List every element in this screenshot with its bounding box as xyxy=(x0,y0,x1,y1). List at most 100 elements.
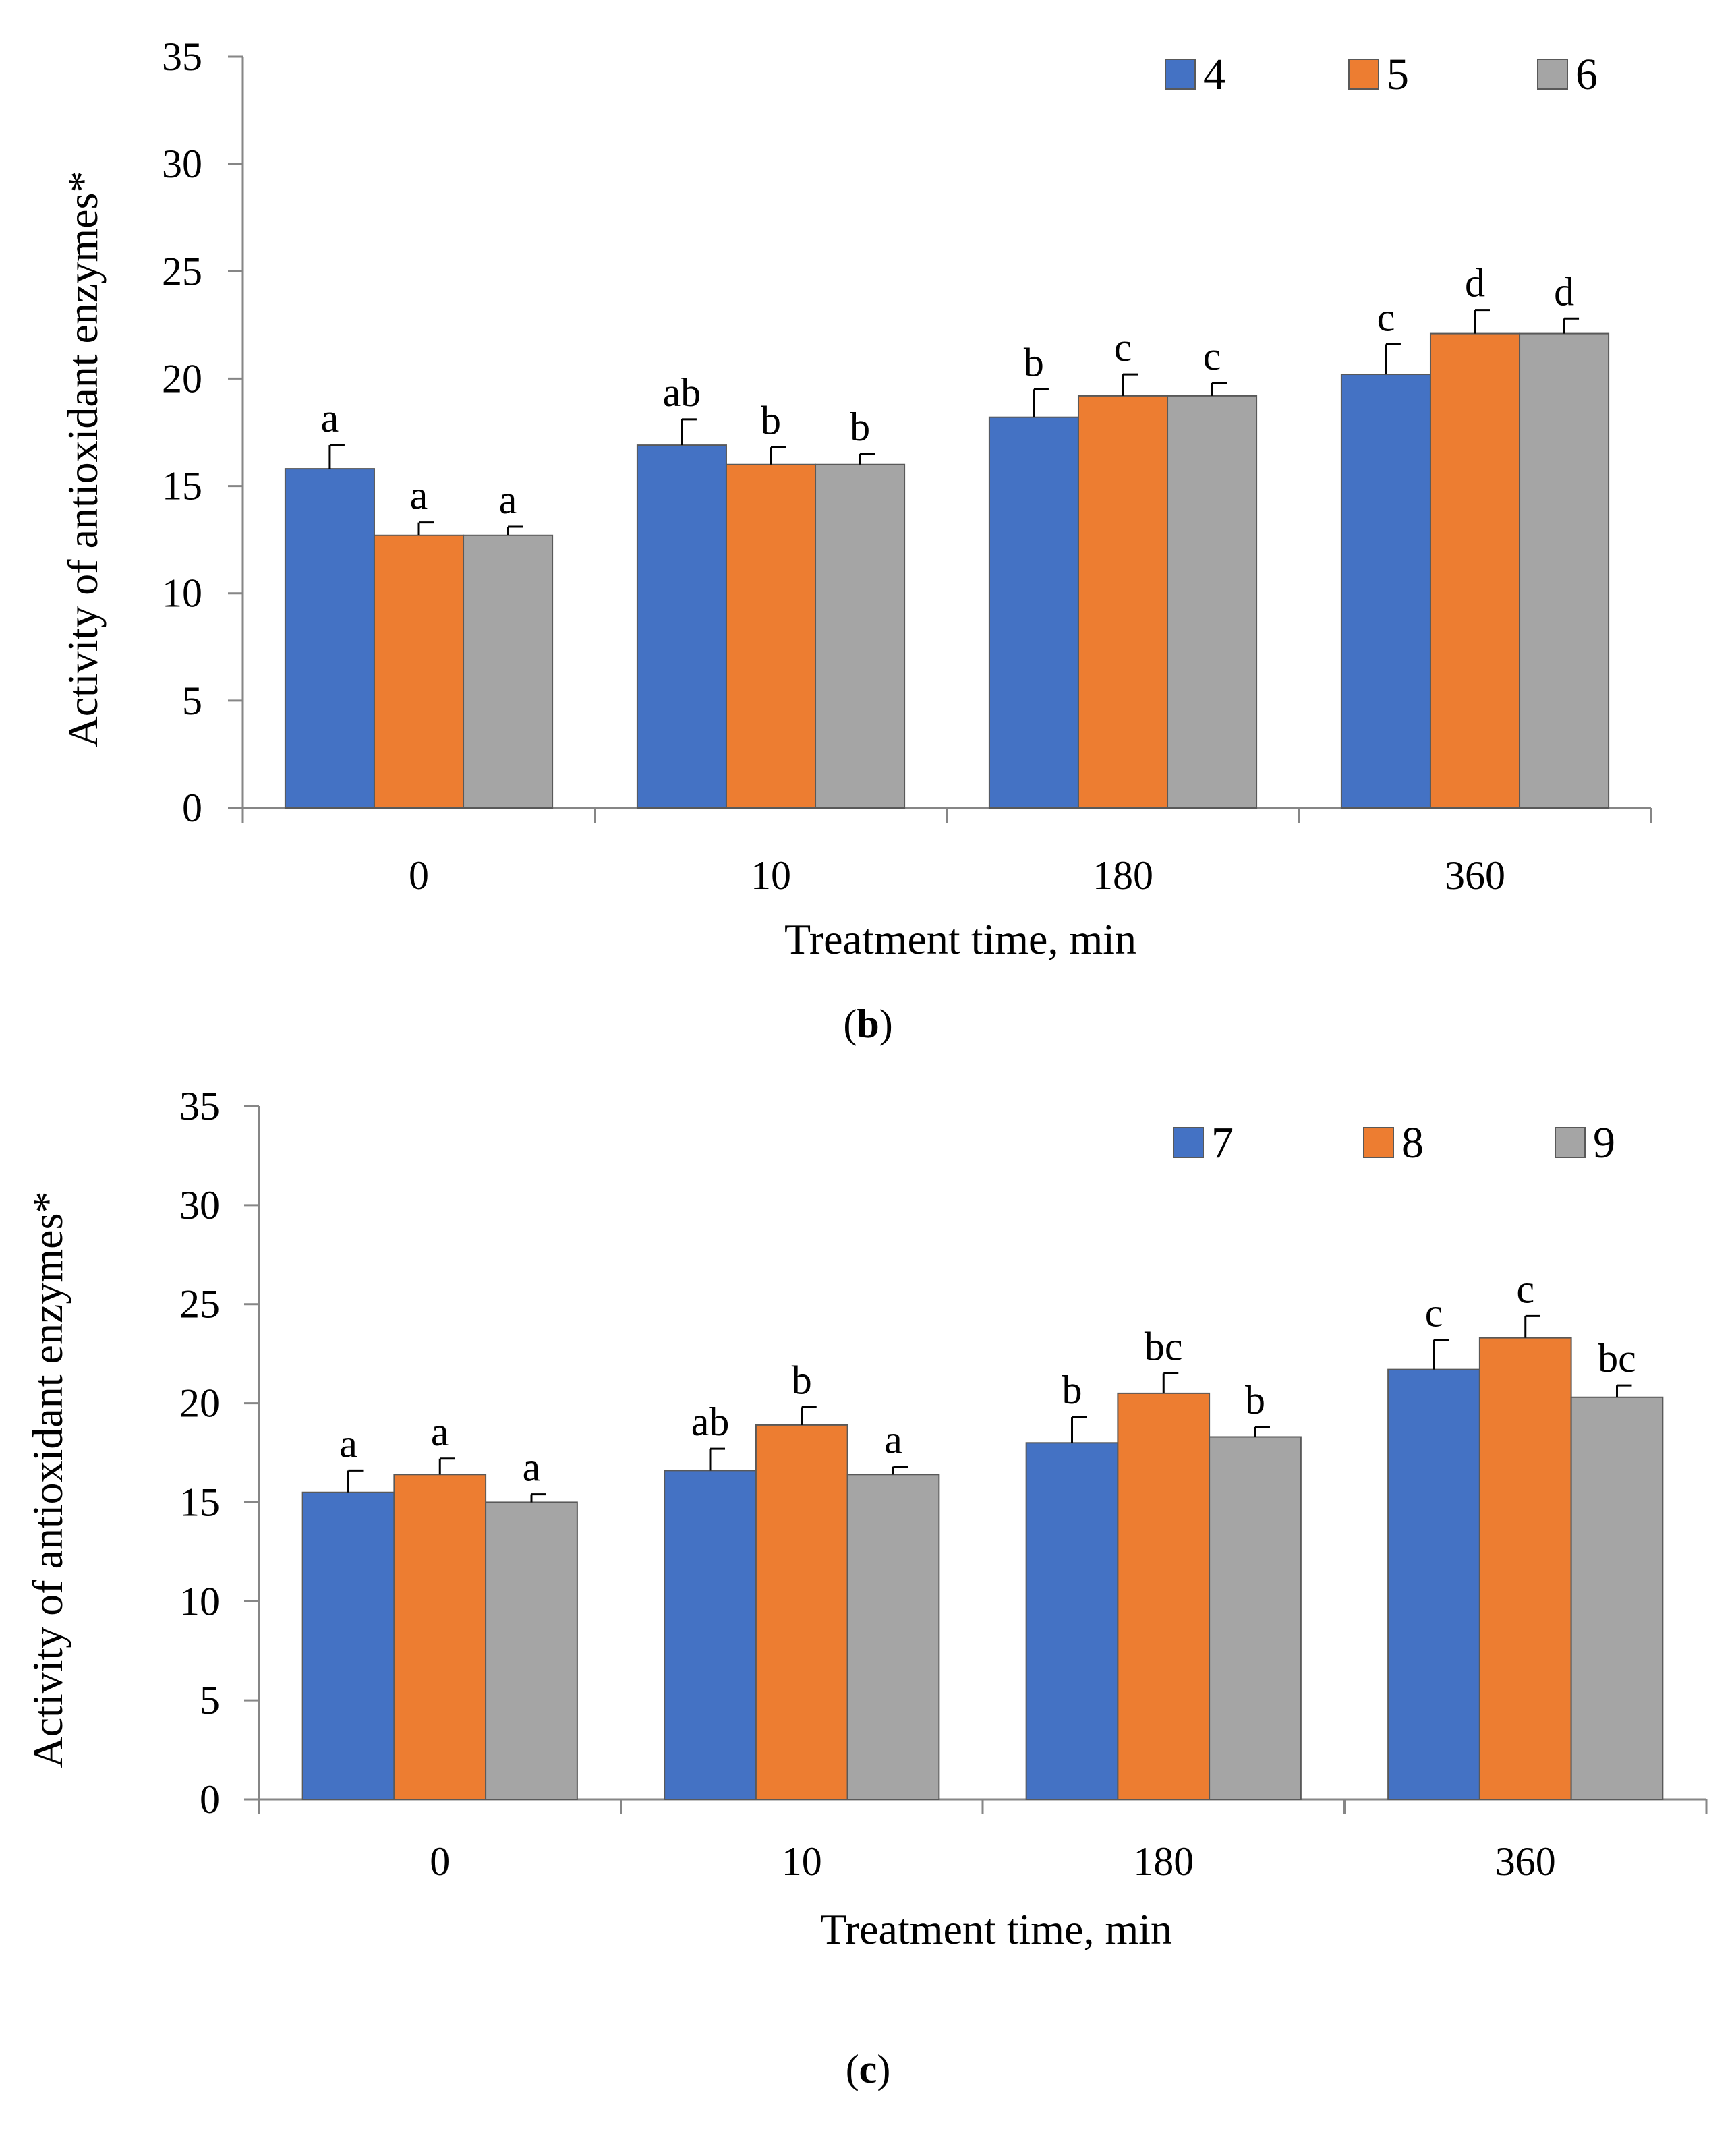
bar xyxy=(846,1474,940,1801)
significance-label: bc xyxy=(1145,1325,1183,1369)
y-axis-title: Activity of antioxidant enzymes* xyxy=(24,1192,71,1768)
significance-label: b xyxy=(1062,1368,1082,1412)
y-tick-label: 30 xyxy=(179,1183,220,1227)
y-tick-label: 35 xyxy=(179,1084,220,1128)
panel-label-open-paren: ( xyxy=(846,2047,859,2091)
significance-label: b xyxy=(1024,340,1044,384)
y-tick-label: 35 xyxy=(162,34,202,79)
bar xyxy=(1209,1436,1302,1801)
legend-label: 6 xyxy=(1575,50,1598,99)
bar xyxy=(284,468,375,809)
x-tick-label: 0 xyxy=(409,853,429,898)
legend-label: 8 xyxy=(1401,1118,1424,1167)
legend-label: 4 xyxy=(1203,50,1225,99)
y-tick-label: 5 xyxy=(200,1678,220,1722)
significance-label: c xyxy=(1516,1267,1534,1311)
legend-swatch xyxy=(1348,59,1379,90)
significance-label: a xyxy=(321,396,339,440)
bar xyxy=(1478,1337,1572,1801)
panel-label: (c) xyxy=(846,2047,891,2091)
x-axis-title: Treatment time, min xyxy=(820,1905,1172,1953)
y-tick-label: 25 xyxy=(162,249,202,293)
y-tick-label: 15 xyxy=(179,1480,220,1524)
bar xyxy=(664,1470,757,1801)
bar xyxy=(1429,332,1521,809)
panel-label: (b) xyxy=(843,1002,892,1046)
significance-label: c xyxy=(1425,1291,1443,1335)
y-tick-label: 25 xyxy=(179,1282,220,1327)
significance-label: a xyxy=(499,477,517,522)
legend-swatch xyxy=(1537,59,1568,90)
panel-label-letter: b xyxy=(857,1002,879,1046)
y-tick-label: 10 xyxy=(179,1579,220,1623)
legend-label: 5 xyxy=(1387,50,1409,99)
legend-swatch xyxy=(1555,1127,1586,1158)
bar xyxy=(725,463,817,809)
significance-label: b xyxy=(850,405,870,449)
significance-label: a xyxy=(523,1445,541,1490)
significance-label: a xyxy=(431,1410,449,1454)
legend-swatch xyxy=(1165,59,1196,90)
bar xyxy=(463,534,554,809)
chart-panel-b: 0 5 10 15 20 25 30 35 0 a a a 10 ab b b 180 b c c 360 c d d Trea… xyxy=(59,34,1652,1046)
x-tick-label: 180 xyxy=(1133,1839,1194,1884)
bar xyxy=(815,463,906,809)
significance-label: c xyxy=(1114,325,1132,370)
y-axis-title: Activity of antioxidant enzymes* xyxy=(59,171,107,748)
significance-label: c xyxy=(1203,334,1221,378)
y-tick-label: 10 xyxy=(162,571,202,616)
significance-label: d xyxy=(1465,261,1485,306)
x-tick-label: 360 xyxy=(1445,853,1505,898)
y-tick-label: 15 xyxy=(162,464,202,509)
y-tick-label: 20 xyxy=(162,356,202,401)
x-tick-label: 0 xyxy=(430,1839,450,1884)
significance-label: b xyxy=(761,398,781,442)
bar xyxy=(1340,374,1431,809)
bar xyxy=(1570,1396,1664,1800)
x-tick-label: 10 xyxy=(751,853,791,898)
bar xyxy=(393,1474,487,1801)
legend-label: 9 xyxy=(1593,1118,1615,1167)
panel-label-close-paren: ) xyxy=(877,2047,890,2091)
y-tick-label: 5 xyxy=(182,678,202,723)
bar xyxy=(1387,1368,1480,1800)
significance-label: b xyxy=(792,1358,812,1402)
bar xyxy=(485,1501,578,1800)
significance-label: a xyxy=(339,1421,357,1466)
chart-panel-c: 0 5 10 15 20 25 30 35 0 a a a 10 ab b a 180 b bc b 360 c c bc Tr… xyxy=(24,1084,1708,2091)
panel-label-close-paren: ) xyxy=(879,1002,893,1046)
y-tick-label: 0 xyxy=(200,1777,220,1822)
legend-swatch xyxy=(1173,1127,1204,1158)
bar xyxy=(636,444,727,809)
significance-label: ab xyxy=(691,1399,730,1444)
x-tick-label: 180 xyxy=(1093,853,1153,898)
bar xyxy=(373,534,465,809)
significance-label: ab xyxy=(663,370,701,415)
bar xyxy=(755,1424,848,1800)
significance-label: d xyxy=(1554,269,1574,314)
significance-label: b xyxy=(1245,1378,1265,1422)
significance-label: c xyxy=(1377,295,1395,340)
panel-label-open-paren: ( xyxy=(843,1002,857,1046)
bar xyxy=(1077,395,1169,809)
x-axis-title: Treatment time, min xyxy=(784,915,1136,963)
x-tick-label: 10 xyxy=(782,1839,822,1884)
significance-label: a xyxy=(884,1418,902,1462)
bar xyxy=(1167,395,1258,809)
legend: 7 8 9 xyxy=(1173,1118,1615,1167)
y-tick-label: 0 xyxy=(182,786,202,830)
x-tick-label: 360 xyxy=(1495,1839,1556,1884)
legend-label: 7 xyxy=(1211,1118,1234,1167)
bar xyxy=(1519,332,1610,809)
legend: 4 5 6 xyxy=(1165,50,1598,99)
bar xyxy=(988,416,1079,809)
y-tick-label: 30 xyxy=(162,142,202,186)
significance-label: a xyxy=(410,473,428,518)
bar xyxy=(1117,1392,1211,1800)
bar xyxy=(1025,1442,1119,1800)
significance-label: bc xyxy=(1598,1336,1636,1381)
legend-swatch xyxy=(1363,1127,1394,1158)
panel-label-letter: c xyxy=(859,2047,877,2091)
